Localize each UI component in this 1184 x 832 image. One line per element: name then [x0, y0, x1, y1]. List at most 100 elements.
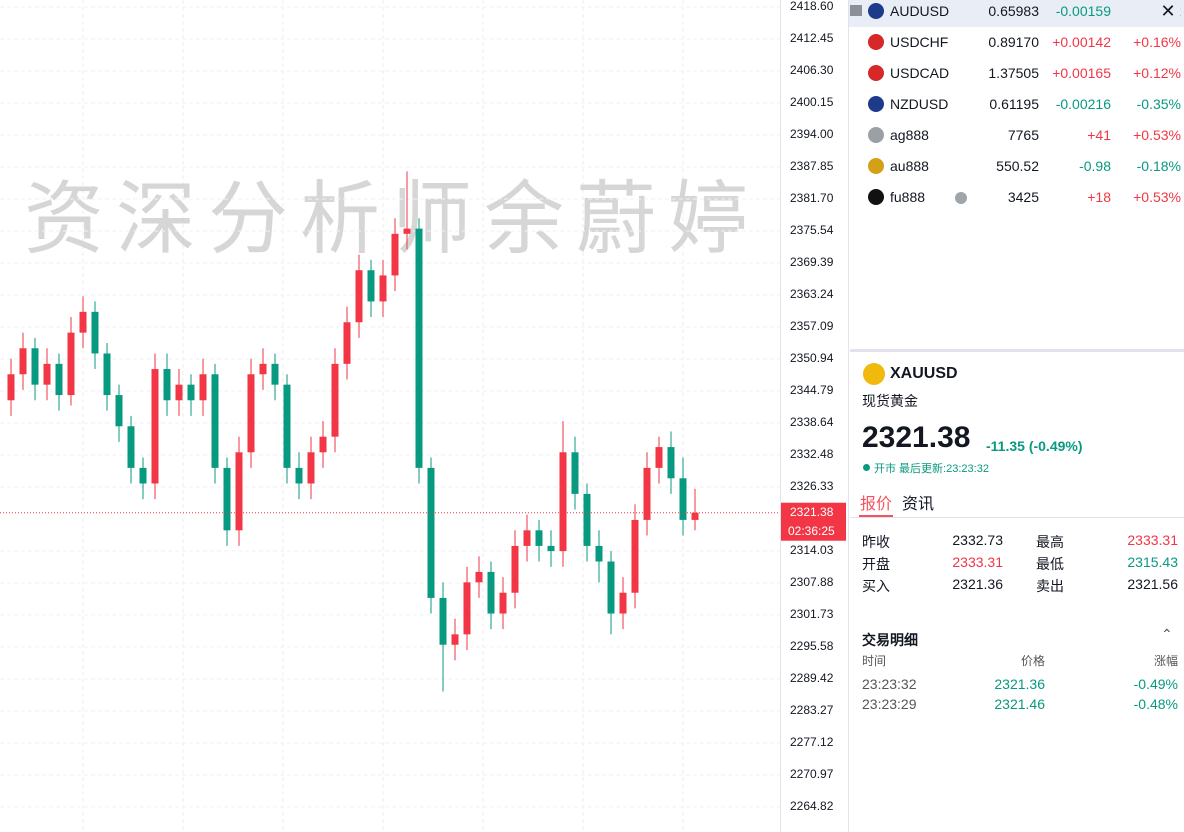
- detail-status: 开市 最后更新:23:23:32: [874, 463, 989, 475]
- status-dot: [863, 464, 870, 471]
- candle-body: [19, 348, 27, 375]
- watch-row[interactable]: ag888 7765 +41 +0.53%: [849, 120, 1184, 151]
- y-tick-label: 2264.82: [790, 799, 834, 813]
- pct: -0.35%: [1136, 96, 1181, 112]
- quote-value: 2321.36: [952, 576, 1003, 592]
- trades-cell: 23:23:29: [862, 696, 917, 712]
- detail-symbol: XAUUSD: [890, 365, 958, 382]
- y-tick-label: 2332.48: [790, 447, 834, 461]
- symbol-icon: [868, 65, 884, 81]
- pct: +0.12%: [1133, 65, 1181, 81]
- watermark: 资深分析师余蔚婷: [24, 176, 760, 264]
- candle-body: [355, 270, 363, 323]
- candle-body: [295, 467, 303, 484]
- candle-body: [175, 384, 183, 401]
- collapse-icon[interactable]: ⌃: [1161, 626, 1173, 642]
- candle-body: [667, 447, 675, 479]
- symbol: au888: [890, 158, 929, 174]
- candle-body: [451, 634, 459, 645]
- candle-body: [283, 384, 291, 468]
- candle-body: [655, 447, 663, 468]
- candle-body: [691, 512, 699, 520]
- candle-body: [127, 426, 135, 468]
- symbol-icon: [868, 3, 884, 19]
- candle-body: [7, 374, 15, 401]
- quote-label: 最高: [1036, 534, 1064, 550]
- trades-cell: -0.48%: [1133, 696, 1178, 712]
- y-tick-label: 2418.60: [790, 0, 834, 13]
- symbol: ag888: [890, 127, 929, 143]
- watch-row[interactable]: au888 550.52 -0.98 -0.18%: [849, 151, 1184, 182]
- symbol-icon: [863, 363, 885, 385]
- pct: +0.53%: [1133, 127, 1181, 143]
- candle-body: [223, 467, 231, 531]
- candle-body: [403, 228, 411, 234]
- y-axis: 2418.60 2412.45 2406.30 2400.15 2394.00 2387.…: [790, 0, 834, 813]
- last: 0.89170: [988, 34, 1039, 50]
- symbol-icon: [868, 34, 884, 50]
- watch-row[interactable]: USDCAD 1.37505 +0.00165 +0.12%: [849, 58, 1184, 89]
- y-tick-label: 2394.00: [790, 127, 834, 141]
- candle-body: [343, 322, 351, 364]
- watch-row[interactable]: USDCHF 0.89170 +0.00142 +0.16%: [849, 27, 1184, 58]
- detail-price: 2321.38: [862, 421, 971, 454]
- watch-row[interactable]: NZDUSD 0.61195 -0.00216 -0.35%: [849, 89, 1184, 120]
- candle-body: [187, 384, 195, 401]
- pct: -0.18%: [1136, 158, 1181, 174]
- candle-body: [199, 374, 207, 401]
- quote-label: 买入: [862, 578, 890, 594]
- last: 0.65983: [988, 3, 1039, 19]
- candle-body: [607, 561, 615, 614]
- trades-header: 涨幅: [1153, 654, 1178, 668]
- y-tick-label: 2283.27: [790, 703, 834, 717]
- candle-body: [91, 311, 99, 354]
- candle-body: [415, 228, 423, 468]
- axis-border: [780, 0, 781, 832]
- candle-body: [427, 467, 435, 598]
- y-tick-label: 2338.64: [790, 415, 834, 429]
- y-tick-label: 2381.70: [790, 191, 834, 205]
- y-tick-label: 2350.94: [790, 351, 834, 365]
- symbol: NZDUSD: [890, 96, 949, 112]
- pct: +0.53%: [1133, 189, 1181, 205]
- y-tick-label: 2326.33: [790, 479, 834, 493]
- last: 1.37505: [988, 65, 1039, 81]
- tab[interactable]: 报价: [860, 496, 893, 513]
- change: +0.00165: [1052, 65, 1111, 81]
- pct: +0.16%: [1133, 34, 1181, 50]
- watch-row[interactable]: fu888 3425 +18 +0.53%: [849, 182, 1184, 213]
- candle-body: [679, 478, 687, 520]
- candle-body: [271, 363, 279, 385]
- candle-body: [115, 395, 123, 427]
- trades-cell: -0.49%: [1133, 676, 1178, 692]
- quote-label: 卖出: [1036, 578, 1064, 594]
- candle-body: [319, 436, 327, 453]
- change: +18: [1087, 189, 1111, 205]
- last: 0.61195: [989, 96, 1039, 112]
- last-price-box: [781, 502, 846, 541]
- candle-body: [499, 592, 507, 614]
- candle-body: [583, 493, 591, 546]
- candle-body: [151, 369, 159, 484]
- candle-body: [235, 452, 243, 531]
- y-tick-label: 2344.79: [790, 383, 834, 397]
- tab[interactable]: 资讯: [902, 496, 935, 513]
- y-tick-label: 2314.03: [790, 543, 834, 557]
- y-tick-label: 2357.09: [790, 319, 834, 333]
- candle-body: [43, 363, 51, 385]
- change: -0.98: [1079, 158, 1111, 174]
- y-tick-label: 2369.39: [790, 255, 834, 269]
- quote-value: 2332.73: [952, 532, 1003, 548]
- divider: [850, 349, 1184, 352]
- detail-name: 现货黄金: [862, 393, 918, 409]
- change: +0.00142: [1052, 34, 1111, 50]
- change: +41: [1087, 127, 1111, 143]
- quote-value: 2333.31: [952, 554, 1003, 570]
- quote-label: 昨收: [862, 534, 890, 550]
- candle-body: [463, 582, 471, 635]
- symbol: fu888: [890, 189, 926, 205]
- trades-title: 交易明细: [862, 632, 918, 648]
- detail-change: -11.35 (-0.49%): [986, 438, 1083, 454]
- side-panel: AUDUSD0.65983-0.00159-0.2USDCHF0.89170+0…: [848, 0, 1184, 832]
